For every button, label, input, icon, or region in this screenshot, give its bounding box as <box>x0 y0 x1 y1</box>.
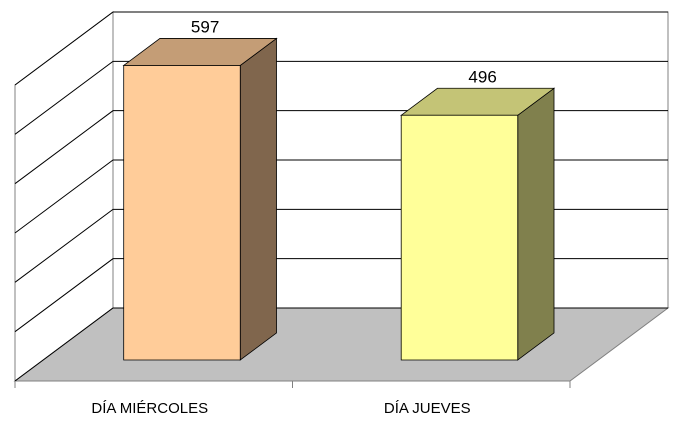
grid-line <box>14 11 668 86</box>
x-tick-label: DÍA MIÉRCOLES <box>91 400 208 417</box>
floor <box>13 307 670 382</box>
x-tick-label: DÍA JUEVES <box>384 400 471 417</box>
grid-line <box>14 60 668 135</box>
bar-side <box>239 37 277 361</box>
value-label: 496 <box>468 67 496 86</box>
value-label: 597 <box>191 17 219 36</box>
bar <box>399 87 556 361</box>
bar-side <box>517 87 555 361</box>
bar-front <box>123 65 241 361</box>
bar-front <box>400 114 519 361</box>
bar <box>122 37 278 361</box>
